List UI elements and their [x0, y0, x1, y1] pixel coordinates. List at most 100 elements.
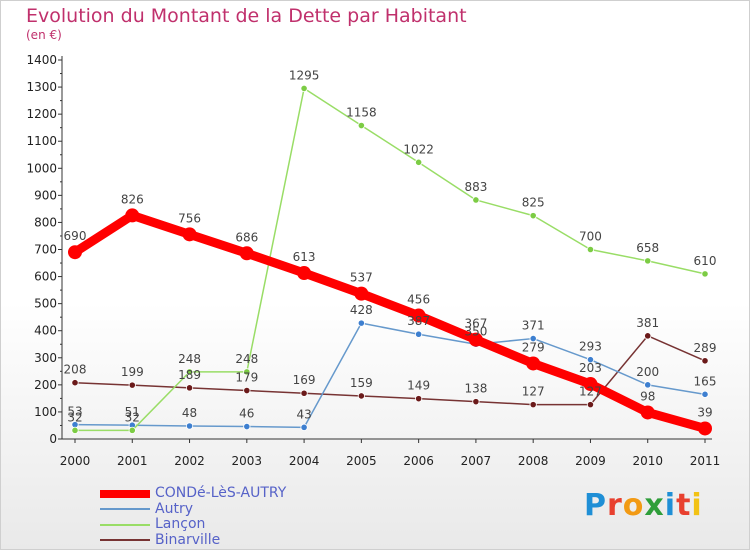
data-label-autry: 428	[350, 303, 373, 317]
data-point-conde	[68, 245, 82, 260]
data-point-binarville	[644, 332, 652, 340]
data-label-autry: 46	[239, 407, 254, 421]
data-point-lancon	[243, 368, 251, 376]
data-label-conde: 826	[121, 192, 144, 206]
data-point-conde	[354, 286, 369, 301]
data-label-conde: 367	[464, 317, 487, 331]
data-label-lancon: 32	[125, 410, 140, 424]
data-label-lancon: 658	[636, 241, 659, 255]
y-tick-label: 600	[34, 270, 57, 284]
data-label-conde: 98	[640, 389, 655, 403]
data-label-autry: 350	[464, 324, 487, 338]
legend-swatch-autry	[100, 508, 150, 511]
data-point-autry	[357, 319, 365, 327]
data-label-lancon: 825	[522, 196, 545, 210]
data-label-lancon: 32	[67, 410, 82, 424]
data-point-conde	[125, 208, 140, 223]
legend-label-autry: Autry	[155, 500, 193, 517]
data-label-autry: 165	[694, 374, 717, 388]
data-point-binarville	[529, 401, 537, 409]
x-tick-label: 2008	[518, 454, 549, 468]
data-point-lancon	[128, 426, 136, 434]
logo-letter: x	[644, 488, 665, 523]
legend-label-binarville: Binarville	[155, 531, 221, 548]
data-point-lancon	[586, 245, 595, 254]
data-label-conde: 690	[64, 229, 87, 243]
data-point-autry	[701, 390, 709, 398]
data-point-conde	[640, 405, 655, 420]
data-label-binarville: 127	[579, 385, 602, 399]
series-line-lancon	[74, 87, 706, 432]
data-point-binarville	[472, 398, 480, 406]
data-point-autry	[586, 356, 595, 364]
data-point-binarville	[185, 384, 194, 392]
data-point-conde	[698, 421, 712, 436]
y-tick-label: 1300	[26, 80, 57, 94]
data-point-lancon	[300, 84, 308, 93]
data-label-binarville: 289	[694, 341, 717, 355]
logo-letter: i	[664, 488, 677, 523]
data-label-lancon: 1158	[346, 106, 377, 120]
series-lines	[68, 84, 712, 436]
logo-letter: t	[676, 488, 692, 523]
logo-letter: P	[584, 488, 607, 523]
data-point-lancon	[415, 158, 423, 166]
chart-unit: (en €)	[26, 28, 62, 42]
data-point-autry	[185, 422, 194, 430]
data-point-lancon	[185, 368, 194, 376]
data-point-conde	[239, 246, 254, 261]
data-point-conde	[583, 377, 598, 392]
data-point-autry	[529, 334, 537, 343]
y-tick-label: 1100	[26, 134, 57, 148]
y-tick-label: 0	[49, 432, 57, 446]
data-label-binarville: 169	[293, 373, 316, 387]
data-point-conde	[182, 227, 197, 242]
data-point-binarville	[357, 392, 365, 400]
data-point-conde	[468, 332, 483, 347]
data-point-lancon	[644, 257, 652, 265]
data-label-conde: 39	[697, 405, 712, 419]
data-point-autry	[415, 330, 423, 338]
y-tick-label: 900	[34, 188, 57, 202]
x-tick-label: 2004	[289, 454, 320, 468]
data-label-binarville: 149	[407, 379, 430, 393]
data-label-binarville: 189	[178, 368, 201, 382]
legend-swatch-conde	[100, 489, 150, 498]
data-label-lancon: 883	[464, 180, 487, 194]
data-label-lancon: 248	[178, 352, 201, 366]
data-label-binarville: 208	[64, 363, 87, 377]
y-tick-label: 1000	[26, 161, 57, 175]
y-tick-label: 100	[34, 405, 57, 419]
legend-label-conde: CONDé-LèS-AUTRY	[155, 485, 287, 501]
data-label-binarville: 179	[235, 371, 258, 385]
y-tick-label: 800	[34, 215, 57, 229]
series-line-autry	[74, 322, 706, 429]
y-tick-label: 300	[34, 351, 57, 365]
y-tick-label: 400	[34, 324, 57, 338]
data-label-autry: 293	[579, 340, 602, 354]
axes: 0 100 200 300 400 500 600 700 800 900 1000 1100 1200…	[26, 53, 720, 468]
x-tick-label: 2011	[690, 454, 721, 468]
data-label-conde: 613	[293, 250, 316, 264]
data-point-binarville	[701, 357, 709, 365]
chart-title: Evolution du Montant de la Dette par Hab…	[26, 5, 467, 27]
data-label-binarville: 199	[121, 365, 144, 379]
x-tick-label: 2003	[232, 454, 263, 468]
data-label-autry: 200	[636, 365, 659, 379]
x-tick-label: 2001	[117, 454, 148, 468]
logo-letter: r	[607, 488, 623, 523]
data-label-lancon: 700	[579, 230, 602, 244]
x-tick-label: 2010	[632, 454, 663, 468]
data-label-conde: 537	[350, 271, 373, 285]
data-label-lancon: 1295	[289, 68, 320, 82]
data-point-autry	[243, 422, 251, 431]
data-point-binarville	[300, 389, 308, 397]
data-point-lancon	[357, 121, 365, 130]
data-label-conde: 456	[407, 293, 430, 307]
legend-swatch-lancon	[100, 523, 150, 526]
data-point-lancon	[472, 196, 480, 204]
data-point-binarville	[415, 395, 423, 403]
data-point-binarville	[586, 401, 595, 409]
data-label-conde: 203	[579, 361, 602, 375]
